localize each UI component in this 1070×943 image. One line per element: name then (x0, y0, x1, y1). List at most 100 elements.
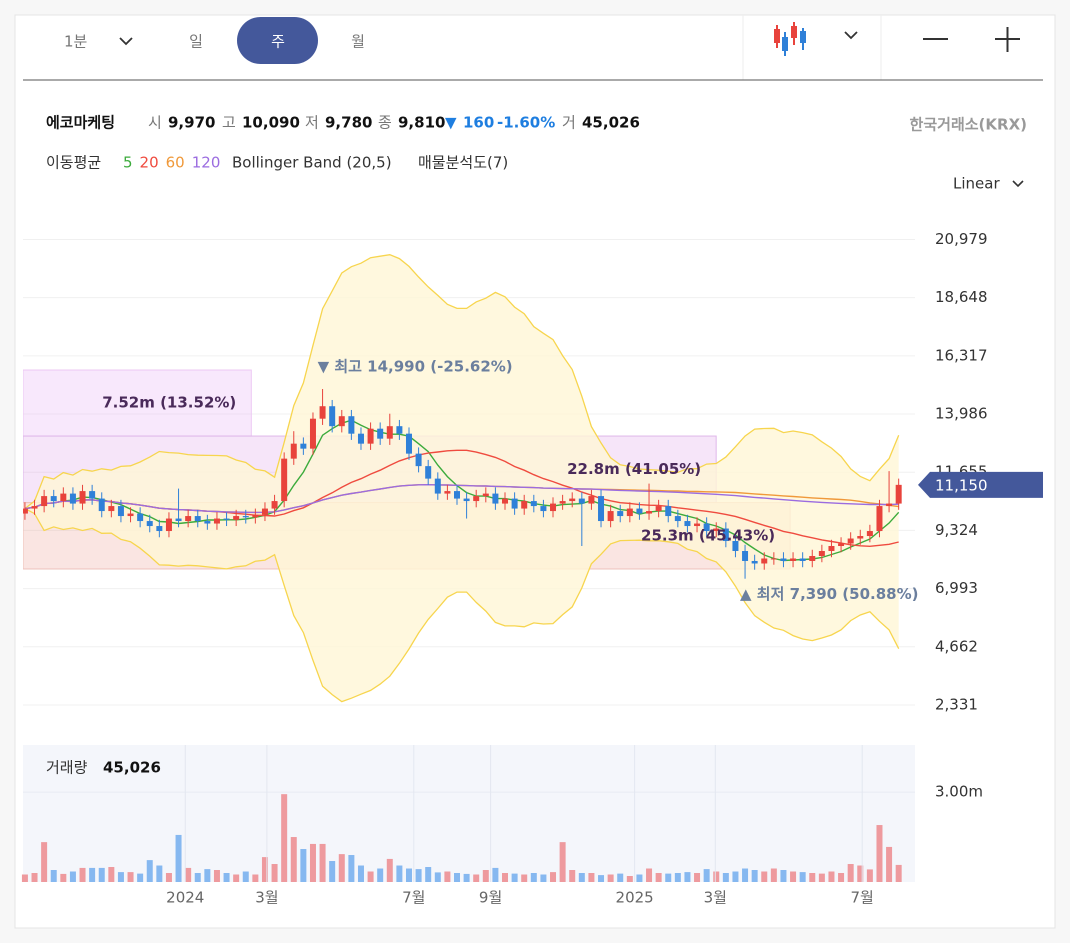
candle-body (146, 521, 153, 527)
candle-body (742, 551, 749, 561)
chevron[interactable] (1012, 180, 1024, 188)
candle-body (261, 508, 268, 515)
active-tab-bg[interactable] (237, 17, 318, 64)
candle-body (684, 521, 691, 527)
zoom-in[interactable] (995, 27, 1020, 52)
volume-bar (146, 860, 153, 882)
y-tick-label: 6,993 (935, 579, 978, 597)
candle-body (338, 416, 345, 427)
candle-body (482, 493, 489, 497)
candle-body (617, 511, 624, 517)
tab[interactable]: 주 (271, 33, 285, 51)
volume-bar (876, 825, 883, 882)
label: 시 (148, 114, 162, 132)
interval[interactable]: 1분 (64, 33, 88, 51)
volume-bar (242, 871, 249, 882)
candle-body (233, 516, 240, 520)
volume-bar (646, 868, 653, 882)
candle-body (492, 493, 499, 504)
volume-bar (69, 871, 76, 882)
volume-bar (117, 872, 124, 882)
candle-body (876, 506, 883, 532)
volume-bar (233, 874, 240, 882)
volume-bar (453, 873, 460, 882)
volume-bar (127, 872, 134, 882)
chevron[interactable] (844, 31, 858, 40)
price-tag (918, 471, 1043, 498)
candle-body (886, 503, 893, 507)
volume-bar (809, 873, 816, 882)
volume-bar (300, 849, 307, 882)
candle-body (300, 443, 307, 449)
candle-body (703, 523, 710, 532)
volume-bar (828, 871, 835, 882)
volume-bar (521, 874, 528, 882)
volume-bar (588, 873, 595, 882)
candle-body (60, 493, 67, 502)
candle-body (319, 406, 326, 419)
volume-bar (674, 873, 681, 882)
volume-bar (213, 870, 220, 882)
volume-bar (473, 874, 480, 882)
x-tick-label: 3월 (255, 889, 278, 907)
candle-body (127, 513, 134, 517)
tab[interactable]: 일 (189, 33, 203, 51)
change: 160 (463, 114, 494, 132)
volume-bar (492, 867, 499, 882)
volume-bar (396, 865, 403, 882)
candle-icon[interactable] (774, 22, 806, 56)
volume-bar (60, 873, 67, 882)
volume-bar (761, 871, 768, 882)
volume-bar (41, 842, 48, 882)
candle-body (713, 528, 720, 532)
bollinger-upper (24, 254, 900, 510)
volume-bar (886, 846, 893, 882)
volume-bar (463, 873, 470, 882)
candle-body (165, 518, 172, 532)
candle-body (425, 466, 432, 479)
volume-bar (569, 870, 576, 882)
tab[interactable]: 월 (351, 33, 365, 51)
candle-body (386, 426, 393, 439)
candle-body (559, 501, 566, 504)
y-tick-label: 16,317 (935, 346, 988, 364)
change-pct: -1.60% (497, 114, 555, 132)
volume-bar (79, 867, 86, 882)
chevron[interactable] (119, 37, 133, 46)
moving-average (24, 483, 899, 514)
legend-label: 매물분석도(7) (418, 154, 508, 172)
volume-label: 거래량 (46, 759, 88, 777)
change-arrow: ▼ (445, 114, 457, 132)
volume-bar (204, 869, 211, 882)
candle-body (290, 443, 297, 459)
candle-body (761, 558, 768, 564)
candle-body (309, 418, 316, 449)
volume-bar (415, 869, 422, 882)
candle-body (348, 416, 355, 434)
stock-name: 에코마케팅 (46, 114, 115, 132)
volume-bar (21, 874, 28, 882)
y-tick-label: 9,324 (935, 521, 978, 539)
candle-body (895, 484, 902, 504)
label: 거 (562, 114, 576, 132)
volume-bar (425, 867, 432, 882)
candle-body (41, 496, 48, 507)
candle-body (79, 491, 86, 504)
candle-body (521, 501, 528, 509)
candle-body (502, 498, 509, 504)
candle-body (108, 506, 115, 512)
volume-bar (578, 873, 585, 882)
volume-bar (722, 873, 729, 882)
volume-bar (482, 870, 489, 882)
volume-bar (655, 873, 662, 882)
volume-bar (175, 834, 182, 882)
bollinger-lower (24, 508, 900, 703)
scale-select[interactable]: Linear (953, 175, 1000, 193)
exchange: 한국거래소(KRX) (910, 116, 1027, 134)
volume-bar (405, 868, 412, 882)
candle-body (866, 531, 873, 537)
value: 10,090 (242, 114, 300, 132)
volume-bar (165, 873, 172, 882)
legend-period: 120 (192, 154, 221, 172)
